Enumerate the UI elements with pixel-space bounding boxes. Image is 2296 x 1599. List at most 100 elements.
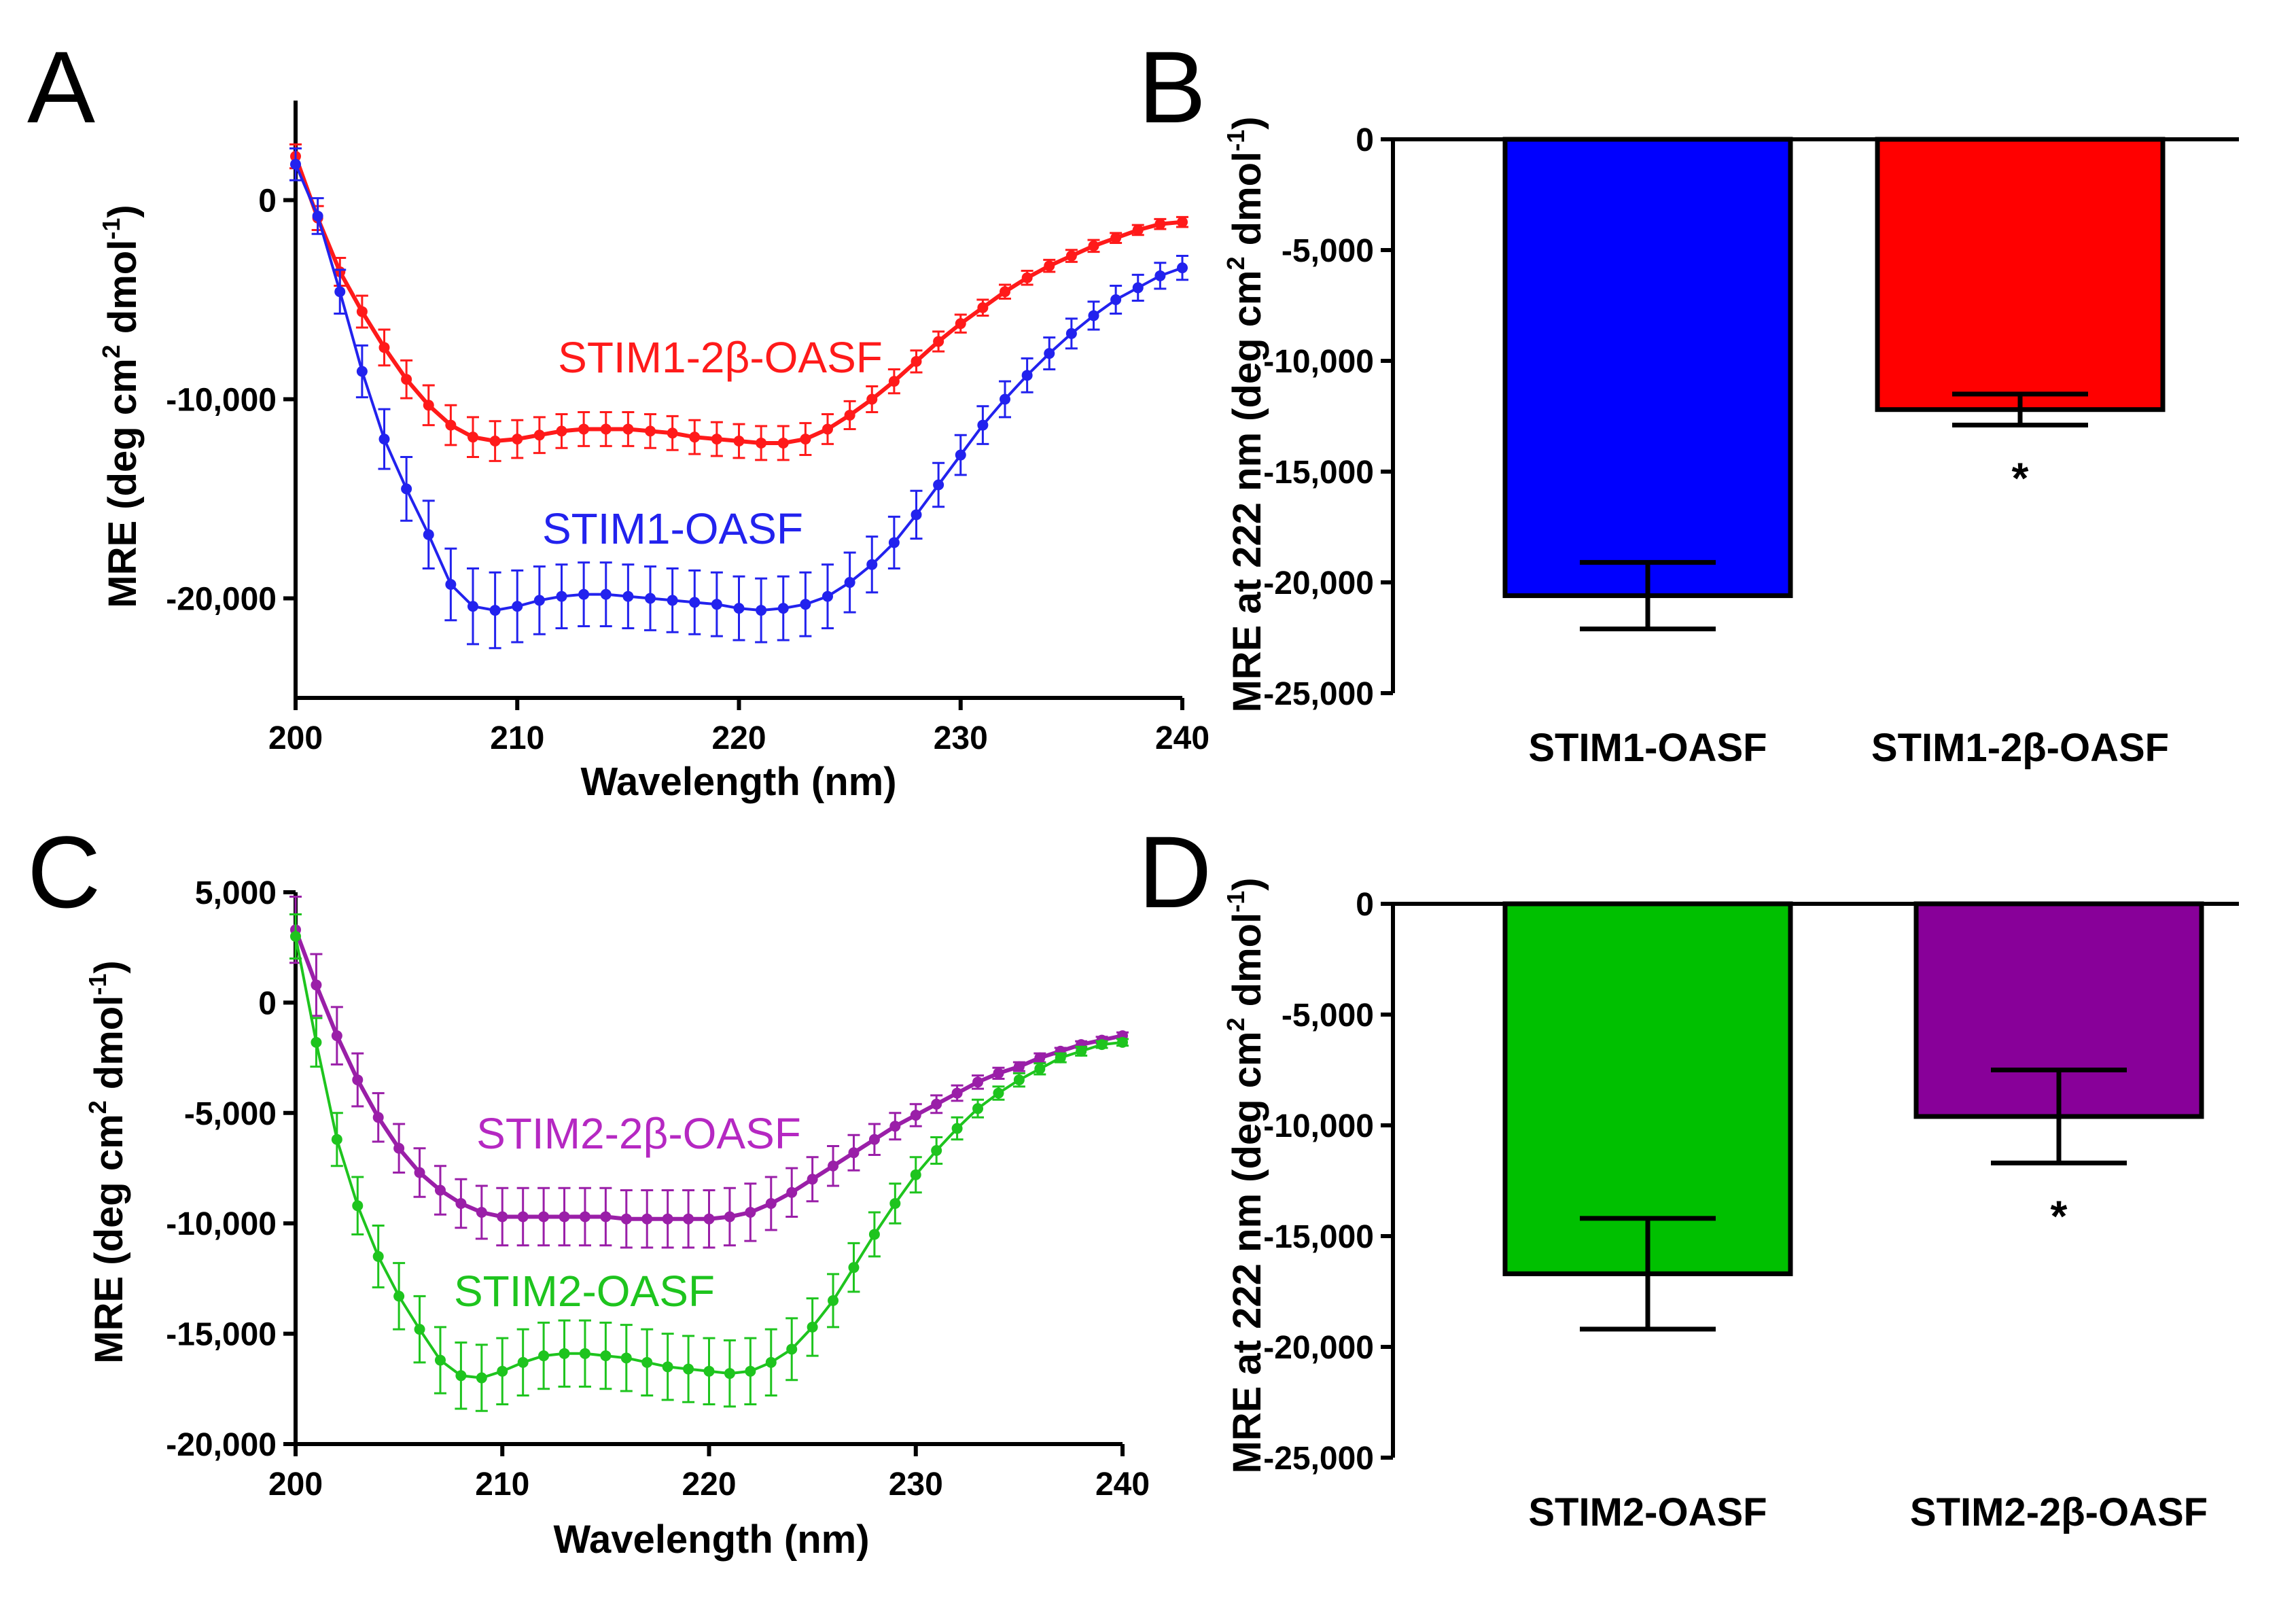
data-point [724,1211,735,1223]
data-point [311,1036,322,1048]
data-point [848,1262,860,1273]
data-point [1117,1036,1128,1048]
series-stim1-oasf [289,147,1188,650]
data-point [844,577,855,588]
data-point [683,1213,694,1225]
data-point [993,1068,1004,1079]
data-point [517,1211,529,1223]
y-tick-label: 0 [1356,122,1374,158]
data-point [1088,240,1099,251]
data-point [662,1213,673,1225]
panel-d-y-axis-title: MRE at 222 nm (deg cm2 dmol-1) [1222,877,1269,1473]
svg-text:MRE at 222 nm (deg cm2 dmol-1): MRE at 222 nm (deg cm2 dmol-1) [1222,877,1269,1473]
data-point [868,1134,880,1145]
data-point [578,423,590,435]
data-point [1132,282,1144,294]
data-point [667,427,678,439]
data-point [538,1211,550,1223]
data-point [312,210,323,222]
data-point [393,1142,405,1154]
data-point [866,393,878,405]
y-tick-label: -25,000 [1263,676,1374,712]
x-tick-label: 230 [889,1466,943,1503]
data-point [822,591,833,602]
data-point [352,1200,364,1212]
data-point [933,336,944,347]
data-point [645,425,656,437]
data-point [467,601,478,612]
y-tick-label: 0 [258,183,277,219]
data-point [800,434,811,445]
y-tick-label: 0 [258,985,277,1021]
series-stim1-2-oasf [289,143,1188,462]
data-point [445,578,457,590]
y-tick-label: -10,000 [1263,1108,1374,1144]
data-point [489,605,501,616]
bar [1502,901,1793,1276]
data-point [667,595,678,606]
panel-c: C MRE (deg cm2 dmol-1) Wavelength (nm) S… [27,815,1150,1562]
data-point [538,1350,550,1362]
significance-marker: * [2051,1191,2068,1240]
panel-a-y-axis-title: MRE (deg cm2 dmol-1) [97,205,145,608]
data-point [724,1368,735,1380]
category-label: STIM2-2β-OASF [1910,1490,2208,1534]
data-point [733,436,745,447]
data-point [828,1160,839,1172]
data-point [888,376,900,387]
data-point [434,1184,446,1196]
data-point [972,1103,984,1114]
data-point [497,1365,508,1377]
data-point [911,355,922,367]
x-tick-label: 230 [934,720,988,756]
panel-c-x-axis-title: Wavelength (nm) [553,1517,869,1562]
data-point [889,1121,901,1132]
data-point [951,1087,963,1099]
data-point [756,437,767,449]
y-tick-label: -15,000 [1263,1219,1374,1255]
data-point [1044,348,1055,359]
y-tick-label: -15,000 [166,1317,277,1353]
data-point [600,588,612,600]
bar [1875,137,2166,412]
svg-text:MRE (deg cm2 dmol-1): MRE (deg cm2 dmol-1) [84,960,131,1363]
data-point [455,1370,467,1382]
data-point [356,366,368,377]
data-point [559,1211,570,1223]
data-point [556,591,567,602]
data-point [512,434,523,445]
data-point [662,1361,673,1373]
panel-a: A MRE (deg cm2 dmol-1) Wavelength (nm) S… [27,30,1209,804]
data-point [951,1123,963,1134]
data-point [1177,262,1188,274]
data-point [889,1197,901,1209]
data-point [1110,232,1122,244]
data-point [931,1098,942,1110]
data-point [393,1290,405,1302]
svg-text:MRE at 222 nm (deg cm2 dmol-1): MRE at 222 nm (deg cm2 dmol-1) [1222,116,1269,712]
series-label-stim1-2b-oasf: STIM1-2β-OASF [558,333,883,382]
x-tick-label: 200 [268,1466,323,1503]
x-tick-label: 220 [682,1466,736,1503]
data-point [455,1197,467,1209]
x-tick-label: 210 [490,720,544,756]
series-label-stim1-oasf: STIM1-OASF [542,504,803,553]
data-point [600,1211,612,1223]
data-point [866,559,878,570]
data-point [972,1076,984,1088]
data-point [933,479,944,491]
data-point [911,509,922,521]
y-tick-label: -20,000 [166,582,277,618]
data-point [1034,1052,1046,1064]
x-tick-label: 200 [268,720,323,756]
data-point [445,419,457,431]
data-point [356,306,368,317]
data-point [777,603,789,614]
data-point [622,591,634,602]
data-point [1044,260,1055,272]
data-point [1000,393,1010,405]
data-point [331,1134,342,1145]
y-tick-label: -20,000 [1263,565,1374,601]
data-point [401,374,412,385]
svg-text:MRE (deg cm2 dmol-1): MRE (deg cm2 dmol-1) [97,205,145,608]
